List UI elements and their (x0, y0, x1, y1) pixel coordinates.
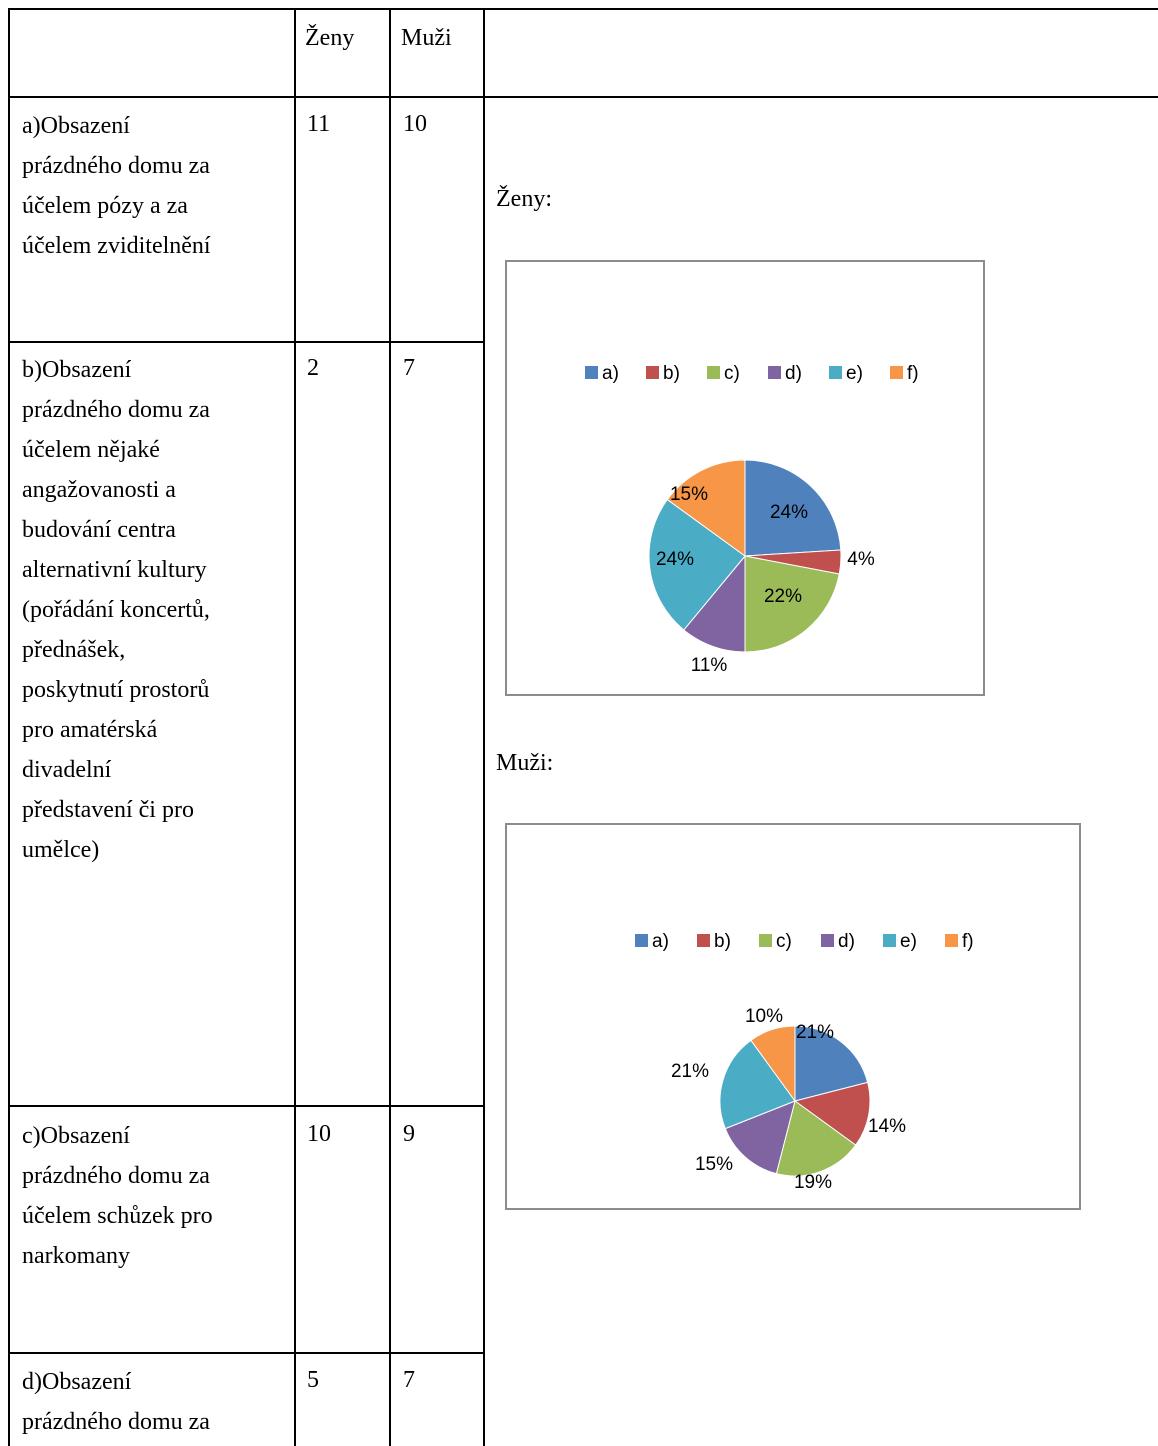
women-pie-chart: a) b) c) d) e) f) 24% 4% 22% 11% 24% 15% (505, 260, 985, 696)
women-data-label-f: 15% (670, 484, 708, 505)
row-d-label: d)Obsazení prázdného domu za (22, 1362, 292, 1442)
women-pie-slice-e (648, 498, 746, 631)
table-left-border (8, 8, 10, 1446)
women-legend-label-d: d) (785, 363, 802, 384)
men-legend-swatch-a (635, 934, 648, 947)
men-pie-slice-a (794, 1025, 869, 1102)
row-b-label-line: představení či pro (22, 797, 194, 823)
row-c-label-line: účelem schůzek pro (22, 1203, 213, 1229)
women-legend-label-a: a) (602, 363, 619, 384)
women-legend-swatch-e (829, 366, 842, 379)
row-d-label-line: d)Obsazení (22, 1369, 132, 1395)
table-top-border (8, 8, 1158, 10)
women-legend-swatch-c (707, 366, 720, 379)
men-data-label-c: 19% (794, 1172, 832, 1193)
men-pie-chart: a) b) c) d) e) f) 21% 14% 19% 15% 21% 10% (505, 823, 1081, 1210)
men-pie-slice-c (775, 1100, 857, 1177)
women-legend-label-b: b) (663, 363, 680, 384)
men-legend-label-f: f) (962, 931, 974, 952)
women-pie-slice-a (744, 459, 842, 557)
women-pie-svg: a) b) c) d) e) f) 24% 4% 22% 11% 24% 15% (585, 363, 919, 676)
men-pie-slice-e (719, 1039, 796, 1130)
header-women: Ženy (305, 25, 355, 51)
women-pie-slice-d (683, 554, 746, 653)
men-legend-label-e: e) (900, 931, 917, 952)
men-legend-swatch-c (759, 934, 772, 947)
table-col-divider (389, 8, 391, 1446)
men-pie-svg: a) b) c) d) e) f) 21% 14% 19% 15% 21% 10% (635, 931, 974, 1193)
women-legend-swatch-a (585, 366, 598, 379)
men-pie-slice-b (793, 1081, 871, 1146)
row-b-label-line: pro amatérská (22, 717, 158, 743)
men-data-label-b: 14% (868, 1116, 906, 1137)
row-d-label-line: prázdného domu za (22, 1409, 210, 1435)
row-a-men: 10 (403, 111, 427, 137)
women-chart-label: Ženy: (496, 186, 552, 212)
table-row-divider (8, 1352, 485, 1354)
women-data-label-c: 22% (764, 586, 802, 607)
men-legend-swatch-d (821, 934, 834, 947)
women-data-label-a: 24% (770, 502, 808, 523)
women-data-label-e: 24% (656, 549, 694, 570)
men-legend-swatch-e (883, 934, 896, 947)
row-a-label: a)Obsazení prázdného domu za účelem pózy… (22, 106, 292, 266)
row-b-label-line: divadelní (22, 757, 112, 783)
header-men: Muži (401, 25, 452, 51)
row-b-label-line: přednášek, (22, 637, 126, 663)
women-legend-swatch-b (646, 366, 659, 379)
men-data-label-f: 10% (745, 1006, 783, 1027)
row-d-men: 7 (403, 1367, 415, 1393)
men-legend-swatch-f (945, 934, 958, 947)
row-b-label-line: b)Obsazení (22, 357, 132, 383)
row-a-label-line: prázdného domu za (22, 153, 210, 179)
row-c-men: 9 (403, 1121, 415, 1147)
row-a-label-line: účelem zviditelnění (22, 233, 211, 259)
row-b-men: 7 (403, 355, 415, 381)
row-c-label-line: narkomany (22, 1243, 130, 1269)
women-legend-swatch-f (890, 366, 903, 379)
row-b-label-line: umělce) (22, 837, 100, 863)
row-c-label-line: prázdného domu za (22, 1163, 210, 1189)
row-b-label-line: účelem nějaké (22, 437, 160, 463)
men-pie-slice-d (724, 1100, 796, 1175)
men-legend-swatch-b (697, 934, 710, 947)
table-row-divider (8, 341, 485, 343)
row-c-label: c)Obsazení prázdného domu za účelem schů… (22, 1116, 292, 1276)
men-pie-slice-f (750, 1025, 796, 1103)
women-data-label-d: 11% (691, 655, 728, 676)
row-a-women: 11 (307, 111, 331, 137)
men-legend-label-c: c) (776, 931, 792, 952)
row-c-women: 10 (307, 1121, 331, 1147)
men-legend-label-d: d) (838, 931, 855, 952)
women-pie-slice-c (744, 555, 840, 653)
row-a-label-line: a)Obsazení (22, 113, 130, 139)
row-b-label-line: prázdného domu za (22, 397, 210, 423)
row-c-label-line: c)Obsazení (22, 1123, 130, 1149)
men-chart-label: Muži: (496, 750, 554, 776)
row-d-women: 5 (307, 1367, 319, 1393)
women-legend-label-e: e) (846, 363, 863, 384)
table-col-divider (294, 8, 296, 1446)
women-legend-label-c: c) (724, 363, 740, 384)
men-data-label-a: 21% (796, 1022, 834, 1043)
women-pie-slice-f (666, 459, 746, 557)
women-legend-swatch-d (768, 366, 781, 379)
table-row-divider (8, 1105, 485, 1107)
row-b-label-line: budování centra (22, 517, 176, 543)
row-a-label-line: účelem pózy a za (22, 193, 188, 219)
men-data-label-d: 15% (695, 1154, 733, 1175)
row-b-label-line: angažovanosti a (22, 477, 176, 503)
women-legend-label-f: f) (907, 363, 919, 384)
row-b-label-line: (pořádání koncertů, (22, 597, 210, 623)
row-b-label-line: alternativní kultury (22, 557, 207, 583)
row-b-label: b)Obsazení prázdného domu za účelem něja… (22, 350, 292, 870)
men-legend-label-b: b) (714, 931, 731, 952)
table-header-divider (8, 96, 1158, 98)
men-legend-label-a: a) (652, 931, 669, 952)
men-data-label-e: 21% (671, 1061, 709, 1082)
table-col-divider (483, 8, 485, 1446)
row-b-women: 2 (307, 355, 319, 381)
women-data-label-b: 4% (847, 549, 875, 570)
row-b-label-line: poskytnutí prostorů (22, 677, 210, 703)
